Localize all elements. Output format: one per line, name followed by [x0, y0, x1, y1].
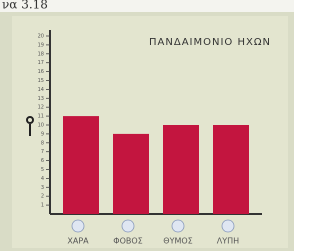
- x-tick-label: ΛΥΠΗ: [217, 237, 239, 246]
- face-icon: [222, 220, 234, 232]
- y-tick-label: 13: [38, 96, 44, 102]
- y-tick-label: 4: [41, 176, 44, 182]
- screenshot: να 3.18 ΠΑΝΔΑΙΜΟΝΙΟ ΗΧΩΝ 123456789101112…: [0, 0, 294, 251]
- y-tick-label: 7: [41, 149, 44, 155]
- y-tick-label: 17: [38, 60, 44, 66]
- y-tick-label: 12: [38, 105, 44, 111]
- x-tick-label: ΧΑΡΑ: [67, 237, 89, 246]
- y-tick-label: 10: [38, 123, 44, 129]
- y-tick-label: 19: [38, 42, 44, 48]
- y-tick-label: 11: [38, 114, 44, 120]
- x-tick-label: ΘΥΜΟΣ: [163, 237, 192, 246]
- bar: [113, 134, 149, 214]
- y-tick-label: 3: [41, 185, 44, 191]
- caption: να 3.18: [2, 0, 48, 12]
- y-tick-label: 1: [41, 203, 44, 209]
- chart-title: ΠΑΝΔΑΙΜΟΝΙΟ ΗΧΩΝ: [149, 37, 271, 48]
- y-tick-label: 20: [38, 34, 44, 40]
- y-tick-label: 14: [38, 87, 44, 93]
- face-icon: [72, 220, 84, 232]
- bar: [163, 125, 199, 214]
- x-tick-label: ΦΟΒΟΣ: [113, 237, 142, 246]
- y-tick-label: 9: [41, 131, 44, 137]
- y-tick-label: 2: [41, 194, 44, 200]
- bar: [213, 125, 249, 214]
- y-tick-label: 5: [41, 167, 44, 173]
- y-tick-label: 6: [41, 158, 44, 164]
- y-tick-label: 16: [38, 69, 44, 75]
- y-tick-label: 15: [38, 78, 44, 84]
- y-tick-label: 18: [38, 51, 44, 57]
- face-icon: [172, 220, 184, 232]
- y-tick-label: 8: [41, 140, 44, 146]
- face-icon: [122, 220, 134, 232]
- bar: [63, 116, 99, 214]
